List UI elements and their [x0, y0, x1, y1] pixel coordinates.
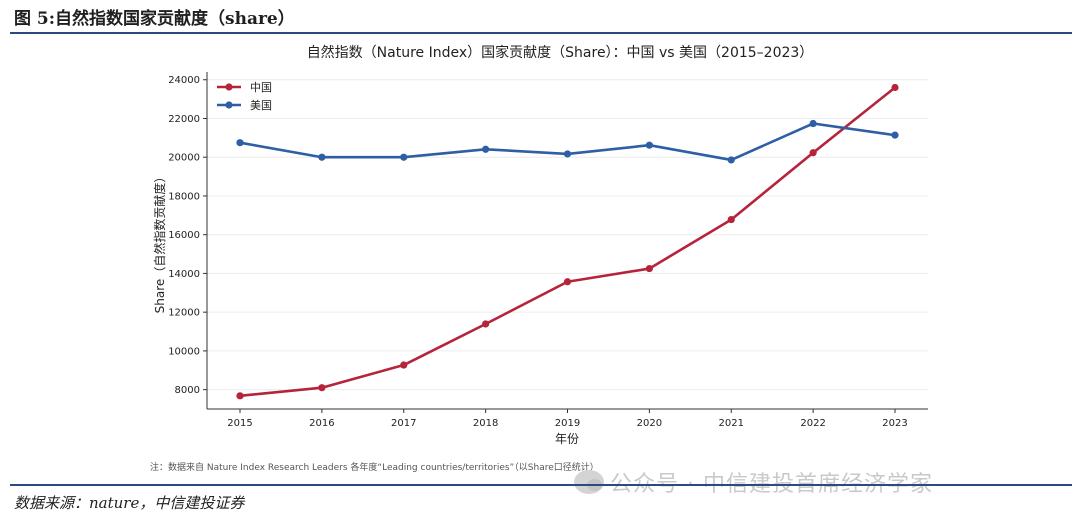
chart-title: 自然指数（Nature Index）国家贡献度（Share）：中国 vs 美国（…: [307, 44, 814, 61]
y-tick-label: 10000: [168, 346, 200, 357]
data-point: [236, 392, 244, 400]
data-point: [482, 320, 490, 328]
y-tick-label: 12000: [168, 308, 200, 319]
series-line: [239, 86, 896, 398]
x-axis-label: 年份: [555, 432, 579, 446]
legend-marker: [225, 83, 233, 91]
data-point: [645, 264, 653, 273]
data-point: [400, 153, 408, 161]
grid-lines: [207, 79, 928, 391]
header-rule: [10, 32, 1072, 34]
y-tick-label: 16000: [168, 230, 200, 241]
y-tick-label: 14000: [168, 269, 200, 280]
series-0: [236, 83, 899, 400]
x-tick-label: 2015: [227, 418, 252, 429]
line-chart: 自然指数（Nature Index）国家贡献度（Share）：中国 vs 美国（…: [152, 44, 928, 446]
x-tick-label: 2020: [637, 418, 662, 429]
y-tick-label: 20000: [168, 153, 200, 164]
watermark: 公众号 · 中信建投首席经济学家: [574, 466, 933, 498]
x-tick-label: 2017: [391, 418, 416, 429]
series-1: [236, 119, 899, 164]
data-point: [482, 145, 490, 153]
data-point: [891, 131, 899, 139]
y-tick-label: 18000: [168, 191, 200, 202]
chart-note: 注：数据来自 Nature Index Research Leaders 各年度…: [150, 463, 599, 473]
legend-marker: [225, 101, 233, 109]
x-tick-label: 2018: [473, 418, 498, 429]
data-point: [891, 83, 899, 92]
x-tick-label: 2023: [882, 418, 907, 429]
data-point: [563, 150, 572, 158]
y-axis-ticks: 8000 10000 12000 14000 16000 18000 20000 22000 2…: [168, 75, 207, 396]
x-axis-ticks: 2015 2016 2017 2018 2019 2020 2021 2022 2023: [227, 409, 908, 429]
legend-label: 中国: [250, 81, 272, 94]
y-tick-label: 24000: [168, 75, 200, 86]
y-tick-label: 22000: [168, 114, 200, 125]
x-tick-label: 2021: [719, 418, 744, 429]
source-text: 数据来源：nature，中信建投证券: [14, 494, 245, 512]
data-point: [236, 139, 244, 147]
x-tick-label: 2019: [555, 418, 580, 429]
data-point: [318, 384, 326, 392]
wechat-icon: [574, 470, 604, 494]
data-point: [727, 156, 735, 164]
x-tick-label: 2016: [309, 418, 334, 429]
data-point: [563, 278, 572, 286]
figure-header: 图 5:自然指数国家贡献度（share）: [14, 9, 295, 29]
data-point: [809, 149, 817, 157]
data-point: [809, 119, 817, 128]
series-layer: [236, 83, 899, 400]
axes: [206, 72, 928, 410]
footer-rule: [10, 484, 1072, 486]
watermark-text: 公众号 · 中信建投首席经济学家: [610, 472, 933, 497]
data-point: [645, 141, 653, 149]
x-tick-label: 2022: [800, 418, 825, 429]
data-point: [727, 215, 735, 224]
data-point: [400, 361, 408, 369]
legend-label: 美国: [250, 99, 272, 112]
y-axis-label: Share（自然指数贡献度）: [152, 171, 167, 314]
y-tick-label: 8000: [175, 385, 200, 396]
data-point: [318, 153, 326, 161]
